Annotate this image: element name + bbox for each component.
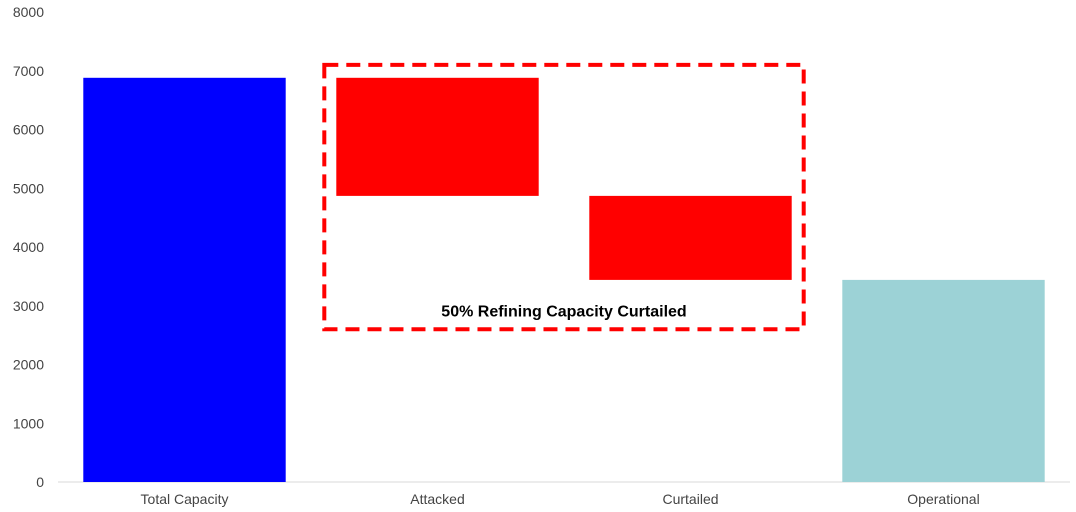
bar-curtailed [589, 195, 792, 280]
y-tick-label: 6000 [13, 122, 44, 138]
bar-total-capacity [83, 77, 286, 483]
bar-operational [842, 279, 1045, 482]
y-tick-label: 4000 [13, 239, 44, 255]
bar-attacked [336, 77, 539, 196]
x-tick-label: Attacked [410, 491, 464, 507]
y-tick-label: 7000 [13, 63, 44, 79]
bars [83, 77, 1045, 483]
y-tick-label: 0 [36, 474, 44, 490]
x-tick-label: Total Capacity [141, 491, 229, 507]
y-tick-label: 5000 [13, 180, 44, 196]
y-axis-ticks: 0 1000 2000 3000 4000 5000 6000 7000 8000 [13, 4, 44, 490]
y-tick-label: 3000 [13, 298, 44, 314]
annotation-box [322, 62, 806, 332]
x-axis-labels: Total Capacity Attacked Curtailed Operation… [141, 491, 980, 507]
x-tick-label: Operational [907, 491, 979, 507]
y-tick-label: 2000 [13, 357, 44, 373]
annotation-label: 50% Refining Capacity Curtailed [441, 303, 686, 320]
x-tick-label: Curtailed [662, 491, 718, 507]
y-tick-label: 8000 [13, 4, 44, 20]
y-tick-label: 1000 [13, 415, 44, 431]
